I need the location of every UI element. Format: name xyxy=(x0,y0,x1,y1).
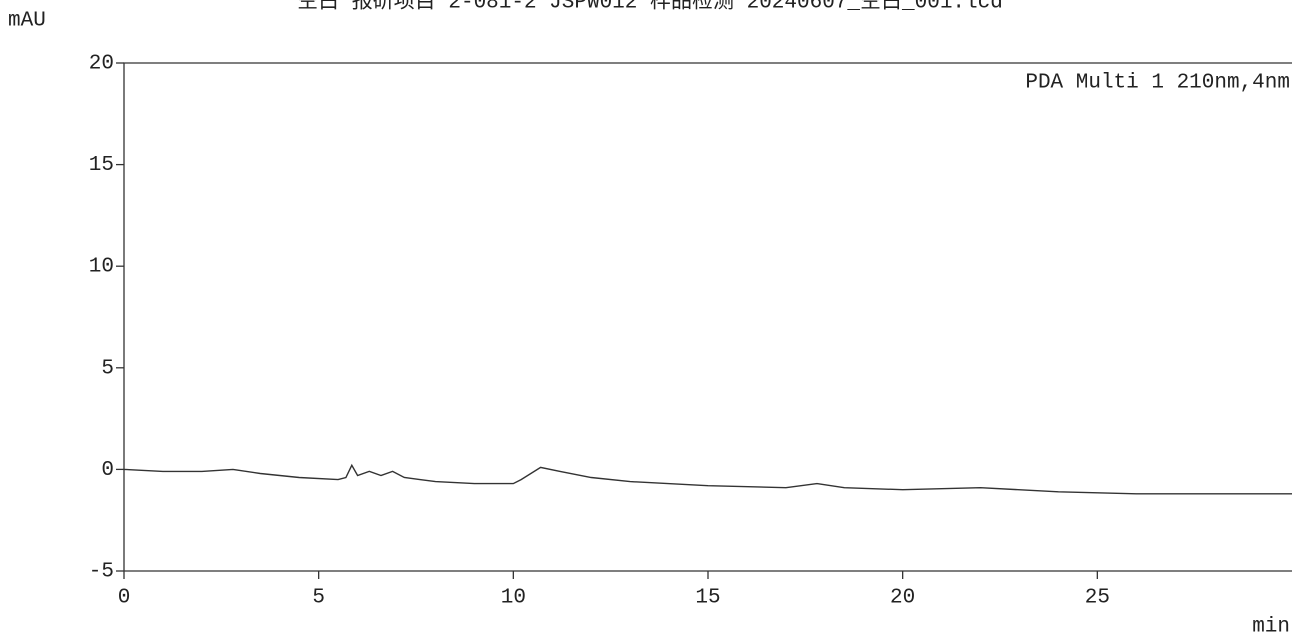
y-tick-label: 5 xyxy=(101,357,114,380)
y-tick-label: 15 xyxy=(89,154,114,177)
y-tick-label: 0 xyxy=(101,459,114,482)
x-tick-label: 10 xyxy=(501,587,526,610)
x-tick-label: 15 xyxy=(695,587,720,610)
chromatogram-line xyxy=(123,463,1292,495)
x-tick-label: 25 xyxy=(1085,587,1110,610)
y-axis-label: mAU xyxy=(8,10,46,33)
chart-title: 空白 报研项目 2-081-2 JSPW012 样品检测 20240607_空白… xyxy=(297,0,1003,15)
x-tick-label: 0 xyxy=(118,587,131,610)
y-tick-label: -5 xyxy=(89,561,114,584)
x-tick-label: 20 xyxy=(890,587,915,610)
annotation: PDA Multi 1 210nm,4nm xyxy=(1025,72,1290,95)
x-tick-label: 5 xyxy=(312,587,325,610)
x-axis-label: min xyxy=(1252,616,1290,636)
y-tick-label: 10 xyxy=(89,256,114,279)
plot-frame xyxy=(123,62,1292,572)
y-tick-label: 20 xyxy=(89,53,114,76)
